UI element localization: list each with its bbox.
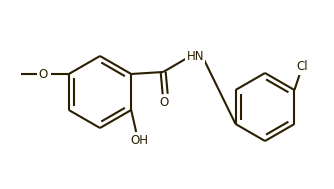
- Text: O: O: [160, 97, 169, 109]
- Text: O: O: [38, 67, 47, 81]
- Text: HN: HN: [186, 50, 204, 64]
- Text: Cl: Cl: [297, 60, 308, 74]
- Text: OH: OH: [130, 135, 148, 147]
